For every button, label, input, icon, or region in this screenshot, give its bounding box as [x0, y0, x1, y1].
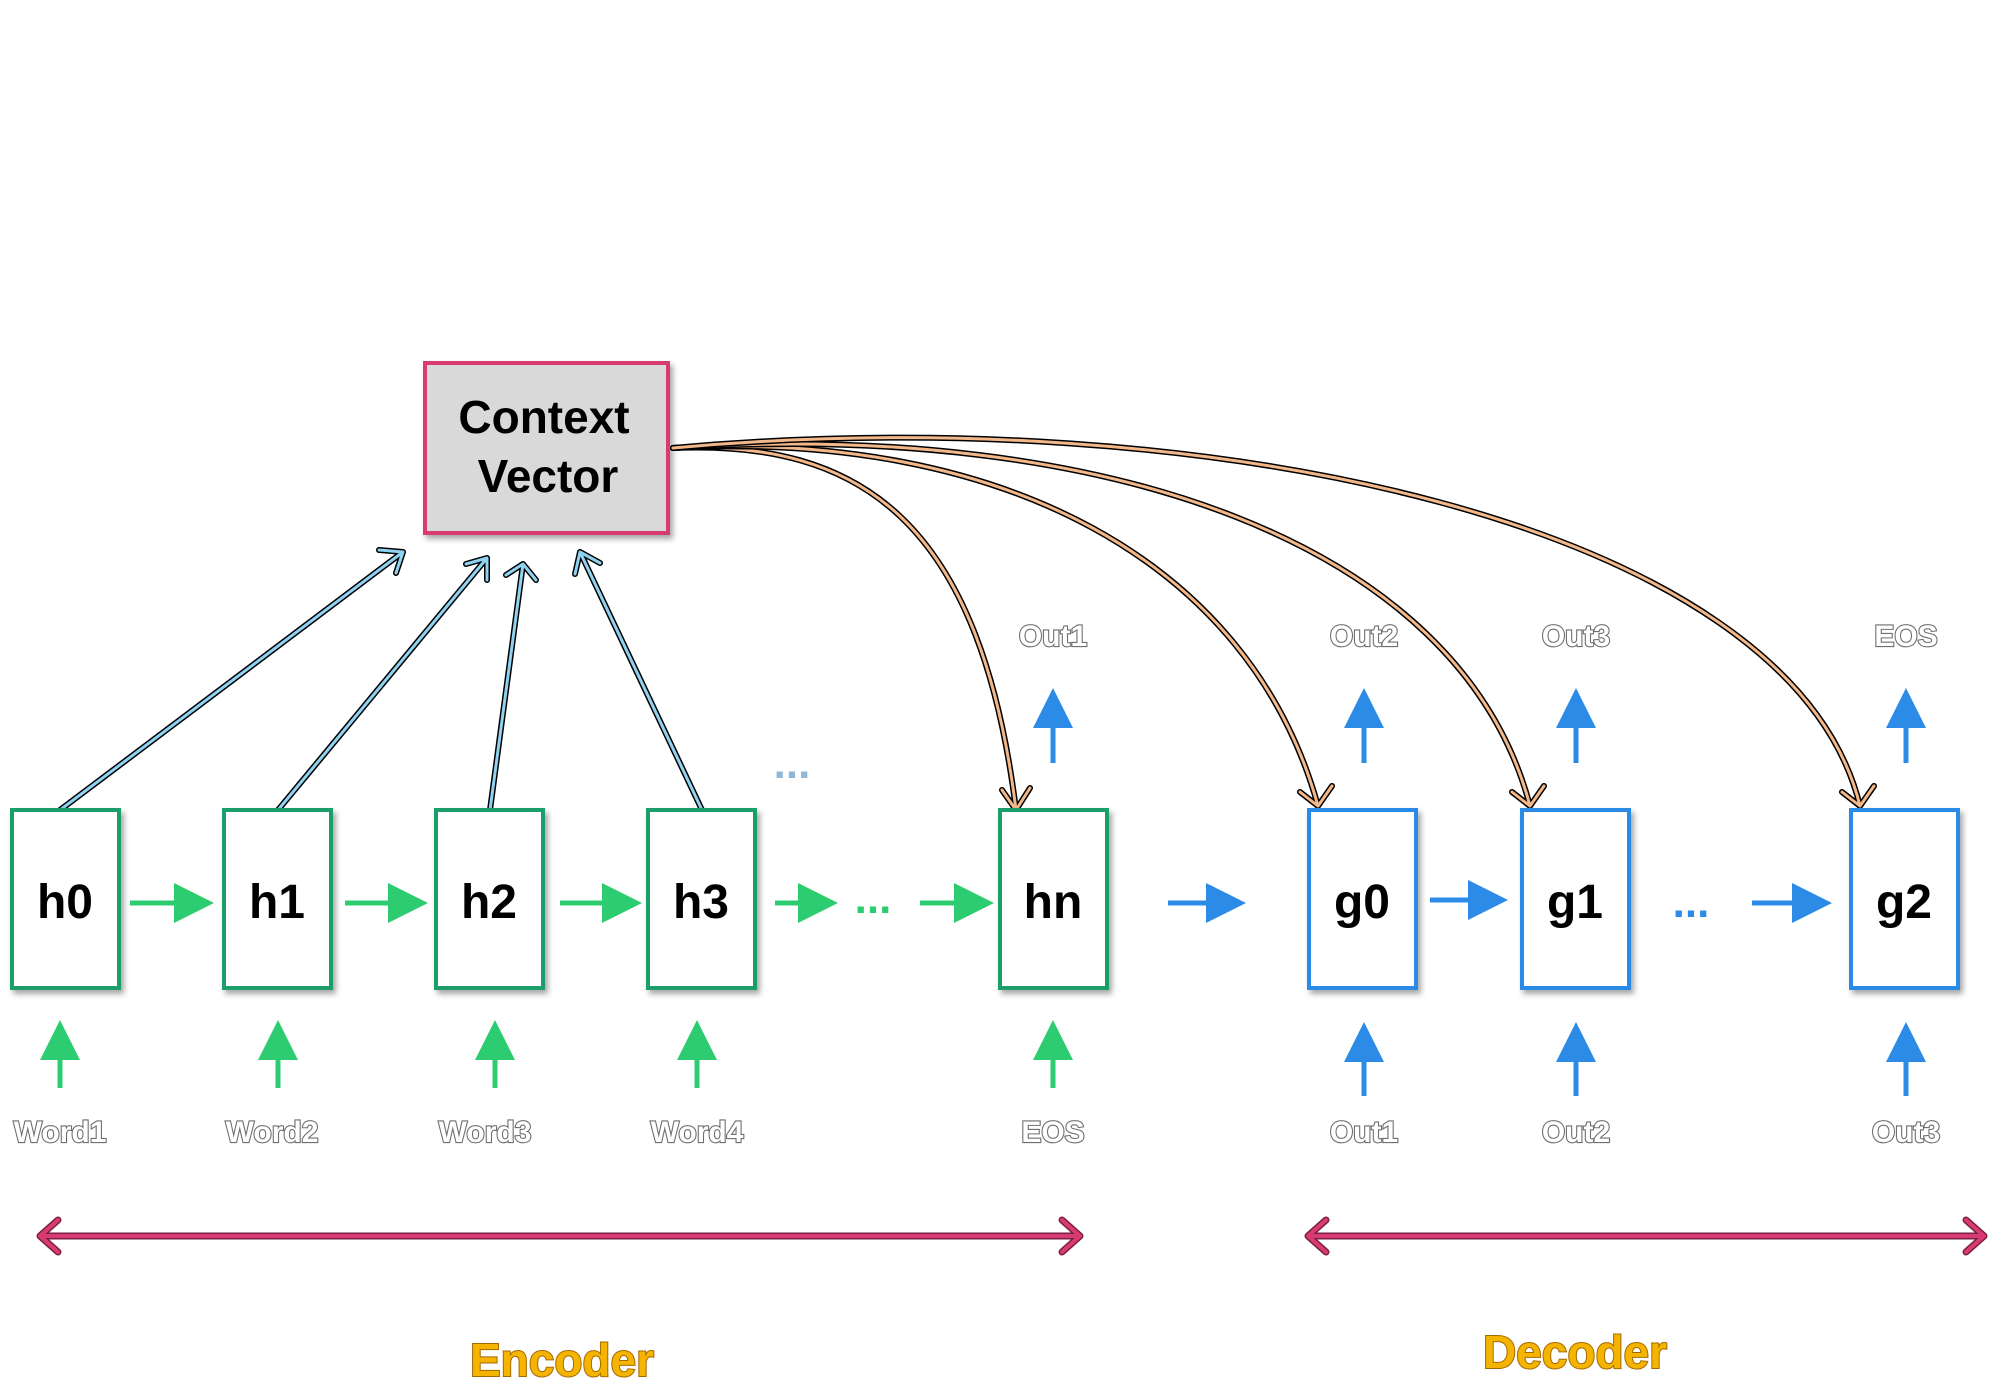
span-arrows	[36, 1216, 1988, 1256]
decoder-cells: g0 g1 g2	[1307, 808, 1960, 990]
encoder-cell-label: h3	[673, 876, 729, 929]
context-vector-label-line2: Vector	[478, 450, 619, 502]
decoder-cell-g1: g1	[1520, 808, 1631, 990]
output-label-out3: Out3	[1542, 620, 1610, 653]
attention-arrows	[57, 547, 705, 813]
encoder-cell-h3: h3	[646, 808, 757, 990]
input-label-word3: Word3	[439, 1116, 532, 1149]
decoder-cell-g2: g2	[1849, 808, 1960, 990]
context-vector: Context Vector	[423, 361, 670, 535]
encoder-cell-h1: h1	[222, 808, 333, 990]
context-vector-box	[423, 361, 670, 535]
context-arrows	[670, 434, 1877, 813]
output-label-out1: Out1	[1019, 620, 1087, 653]
encoder-cell-label: h2	[461, 876, 517, 929]
output-label-out2: Out2	[1330, 620, 1398, 653]
attention-arrow-h0	[57, 547, 406, 813]
input-label-word1: Word1	[14, 1116, 107, 1149]
context-arrow-g0	[670, 443, 1335, 809]
input-label-word4: Word4	[651, 1116, 744, 1149]
context-vector-label-line1: Context	[458, 391, 629, 443]
encoder-span-arrow	[36, 1216, 1084, 1256]
attention-arrow-h3	[572, 549, 705, 813]
context-arrow-hn	[670, 444, 1033, 813]
encoder-label: Encoder	[470, 1334, 654, 1384]
decoder-label: Decoder	[1483, 1326, 1667, 1378]
output-label-eos: EOS	[1874, 620, 1937, 653]
input-label-word2: Word2	[226, 1116, 319, 1149]
encoder-cell-label: h1	[249, 876, 305, 929]
decoder-span-arrow	[1304, 1216, 1988, 1256]
recurrent-arrows	[130, 880, 1832, 923]
top-ellipsis: ...	[774, 739, 811, 788]
input-label-out3: Out3	[1872, 1116, 1940, 1149]
attention-arrow-h2	[487, 561, 539, 813]
input-label-out1: Out1	[1330, 1116, 1398, 1149]
output-arrows	[1033, 688, 1926, 763]
encoder-cell-hn: hn	[998, 808, 1109, 990]
input-label-out2: Out2	[1542, 1116, 1610, 1149]
encoder-cell-h0: h0	[10, 808, 121, 990]
input-labels: Word1 Word2 Word3 Word4 EOS Out1 Out2 Ou…	[13, 1115, 1942, 1150]
output-labels: Out1 Out2 Out3 EOS	[1018, 619, 1939, 654]
context-arrow-g2	[670, 434, 1877, 809]
encoder-cell-label: h0	[37, 876, 93, 929]
input-label-eos: EOS	[1021, 1116, 1084, 1149]
decoder-cell-g0: g0	[1307, 808, 1418, 990]
decoder-cell-label: g0	[1334, 876, 1390, 929]
decoder-cell-label: g2	[1876, 876, 1932, 929]
input-arrows	[40, 1020, 1926, 1096]
attention-arrow-h1	[275, 555, 490, 813]
decoder-ellipsis: ...	[1673, 878, 1710, 927]
encoder-cells: h0 h1 h2 h3 hn	[10, 808, 1109, 990]
context-arrow-g1	[670, 441, 1547, 809]
encoder-cell-label: hn	[1024, 876, 1083, 929]
decoder-cell-label: g1	[1547, 876, 1603, 929]
encoder-cell-h2: h2	[434, 808, 545, 990]
encoder-ellipsis: ...	[855, 874, 892, 923]
